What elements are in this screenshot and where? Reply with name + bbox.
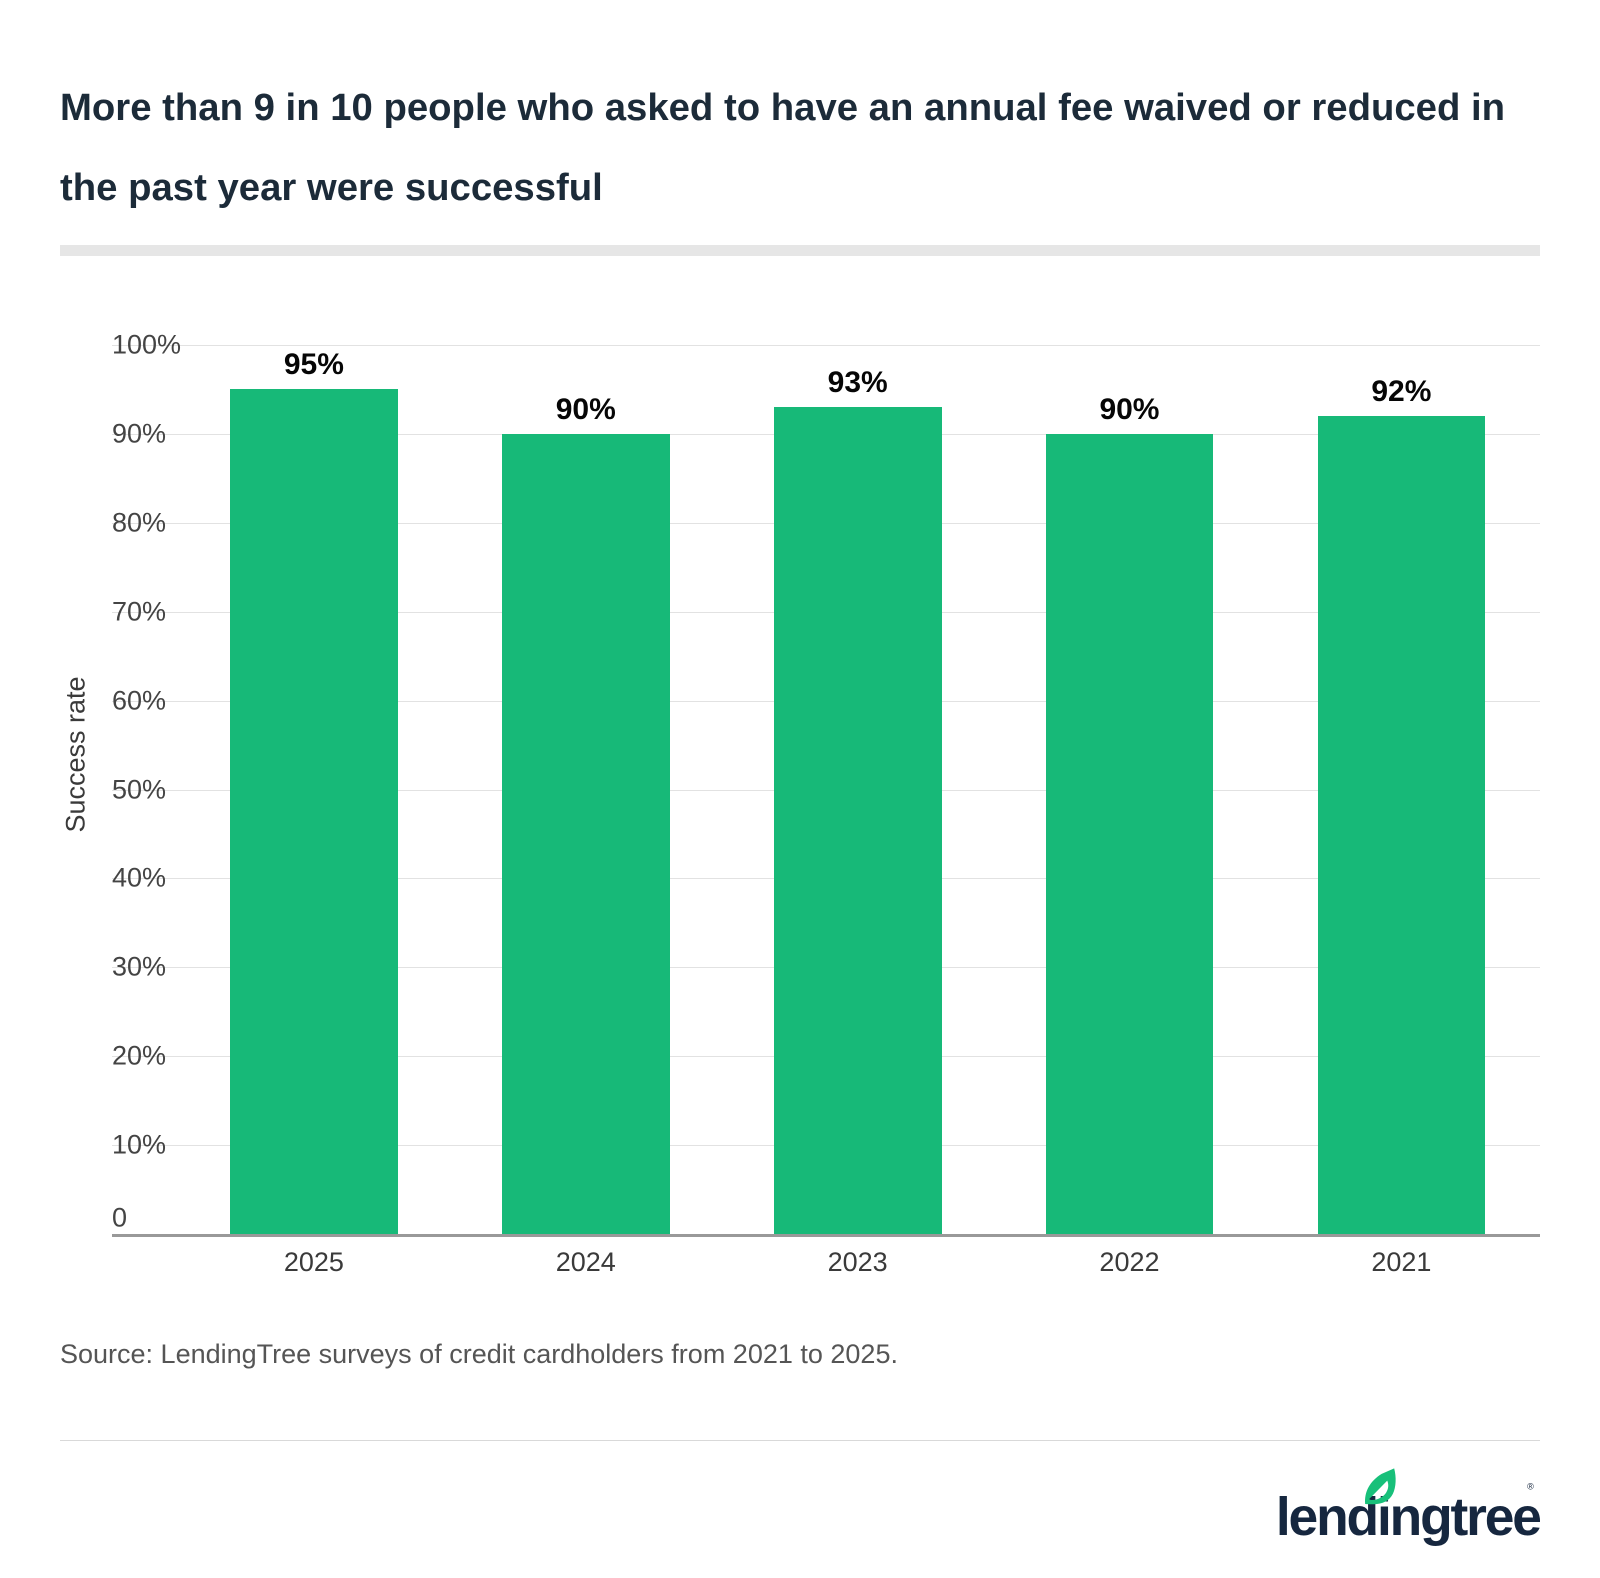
svg-text:®: ®: [1527, 1482, 1534, 1492]
svg-text:lendingtree: lendingtree: [1276, 1488, 1540, 1546]
